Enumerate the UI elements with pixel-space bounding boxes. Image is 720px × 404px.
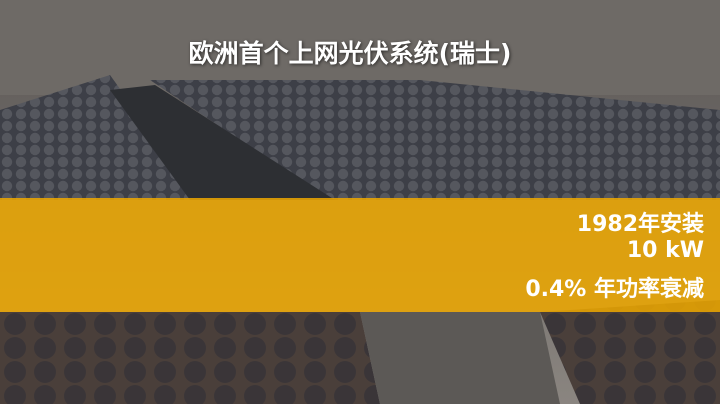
slide-title: 欧洲首个上网光伏系统(瑞士)	[188, 39, 512, 68]
highlight-band	[0, 198, 720, 312]
degradation: 0.4% 年功率衰减	[525, 277, 704, 302]
install-year: 1982年安装	[576, 212, 704, 237]
capacity: 10 kW	[626, 238, 704, 263]
